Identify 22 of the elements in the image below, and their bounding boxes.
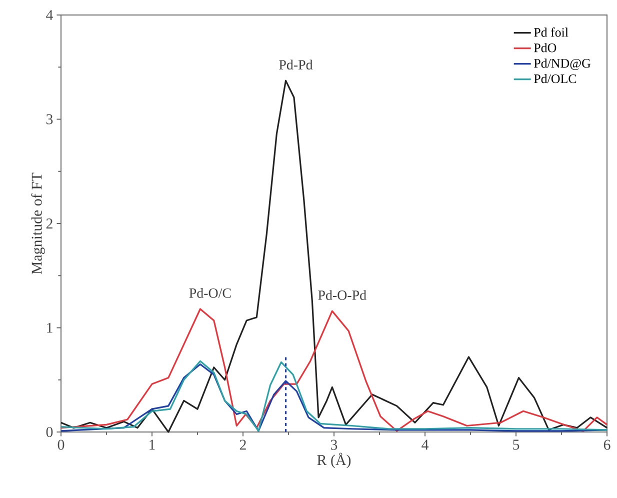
x-tick-label: 0 <box>58 440 64 450</box>
x-tick-label: 4 <box>422 440 428 450</box>
line-series <box>60 308 608 432</box>
x-tick-label: 1 <box>150 440 155 450</box>
x-tick-label: 6 <box>604 440 610 450</box>
y-tick-label: 1 <box>47 322 52 333</box>
legend-label: Pd/ND@G <box>534 58 590 70</box>
legend-label: PdO <box>534 43 556 52</box>
y-tick-label: 2 <box>46 218 52 228</box>
y-tick-label: 4 <box>46 10 53 20</box>
y-tick-label: 3 <box>46 114 53 124</box>
y-axis-title: Magnitude of FT <box>31 172 45 274</box>
annotation: Pd-Pd <box>279 60 313 70</box>
y-tick-label: 0 <box>46 426 53 438</box>
legend-label: Pd/OLC <box>534 74 576 84</box>
x-tick-label: 5 <box>513 440 520 450</box>
legend-label: Pd foil <box>534 28 568 37</box>
x-tick-label: 3 <box>330 440 338 450</box>
x-tick-label: 2 <box>240 440 246 450</box>
x-axis-title: R (Å) <box>317 452 351 468</box>
annotation: Pd-O-Pd <box>318 290 366 300</box>
annotation: Pd-O/C <box>189 288 231 298</box>
